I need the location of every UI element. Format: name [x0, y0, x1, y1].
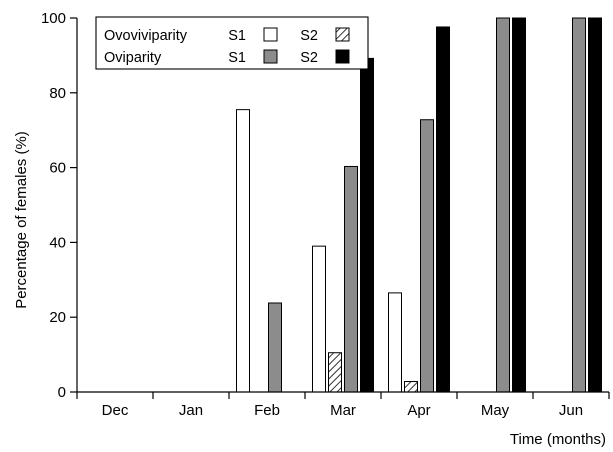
legend-swatch-grey — [263, 49, 278, 64]
legend: Ovoviviparity S1 S2 Oviparity S1 S2 — [95, 16, 369, 70]
legend-swatch-hatched — [335, 27, 350, 42]
x-tick-label: Jun — [559, 402, 583, 419]
bar-grey-apr — [420, 119, 434, 393]
y-tick-label: 60 — [49, 160, 66, 177]
bars-layer — [236, 17, 602, 393]
x-tick-label: Apr — [407, 402, 430, 419]
bar-grey-feb — [268, 302, 282, 393]
legend-swatch-white — [263, 27, 278, 42]
x-tick-label: Mar — [330, 402, 356, 419]
bar-white-feb — [236, 109, 250, 393]
y-ticks: 0 20 40 60 80 100 — [41, 10, 77, 401]
legend-item-label: S1 — [228, 50, 246, 66]
x-tick-label: Dec — [102, 402, 129, 419]
legend-item-label: S2 — [300, 50, 318, 66]
bar-black-mar — [360, 57, 374, 393]
x-axis-title: Time (months) — [510, 431, 606, 447]
bar-black-jun — [588, 17, 602, 393]
bar-white-apr — [388, 292, 402, 393]
y-tick-label: 20 — [49, 309, 66, 326]
bar-black-apr — [436, 26, 450, 393]
legend-group-label: Ovoviviparity — [104, 28, 188, 44]
bar-grey-mar — [344, 165, 358, 393]
y-tick-label: 100 — [41, 10, 66, 27]
bar-white-mar — [312, 245, 326, 393]
legend-group-label: Oviparity — [104, 50, 162, 66]
y-tick-label: 40 — [49, 234, 66, 251]
x-tick-label: Jan — [179, 402, 203, 419]
bar-hatched-mar — [328, 352, 342, 393]
x-tick-label: May — [481, 402, 510, 419]
legend-item-label: S1 — [228, 28, 246, 44]
y-axis-title: Percentage of females (%) — [13, 131, 30, 309]
x-tick-label: Feb — [254, 402, 280, 419]
bar-black-may — [512, 17, 526, 393]
y-tick-label: 0 — [58, 384, 66, 401]
x-ticks: Dec Jan Feb Mar Apr May Jun — [76, 392, 610, 419]
bar-grey-jun — [572, 17, 586, 393]
bar-grey-may — [496, 17, 510, 393]
y-tick-label: 80 — [49, 85, 66, 102]
legend-swatch-black — [335, 49, 350, 64]
legend-item-label: S2 — [300, 28, 318, 44]
legend-box — [95, 16, 369, 70]
bar-hatched-apr — [404, 381, 418, 393]
